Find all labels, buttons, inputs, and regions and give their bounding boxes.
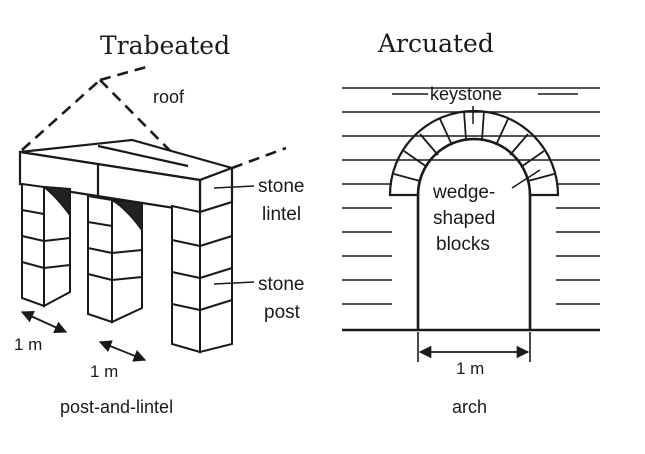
label-stone-lintel-1: stone <box>258 176 304 197</box>
dimension-arrow-left-1 <box>20 310 68 334</box>
label-wedge-2: shaped <box>433 208 495 229</box>
label-stone-lintel-2: lintel <box>262 204 301 225</box>
title-arcuated: Arcuated <box>377 29 494 58</box>
title-trabeated: Trabeated <box>100 31 230 60</box>
label-keystone: keystone <box>430 84 502 104</box>
stone-lintel <box>18 138 236 214</box>
label-dimension-right: 1 m <box>456 359 484 378</box>
caption-arch: arch <box>452 397 487 417</box>
stone-post-3 <box>171 200 233 354</box>
label-roof: roof <box>153 87 185 107</box>
lintel-pointer <box>213 185 255 189</box>
stone-post-2 <box>87 194 143 324</box>
label-wedge-1: wedge- <box>432 182 495 203</box>
wall-courses <box>342 87 600 305</box>
caption-post-and-lintel: post-and-lintel <box>60 397 173 417</box>
post-pointer <box>213 281 255 285</box>
wedge-pointer <box>511 169 541 189</box>
arch-drawing <box>342 87 600 362</box>
label-stone-post-2: post <box>264 302 301 323</box>
dimension-arrow-left-2 <box>98 340 147 362</box>
label-dimension-left-2: 1 m <box>90 362 118 381</box>
label-dimension-left-1: 1 m <box>14 335 42 354</box>
label-stone-post-1: stone <box>258 274 304 295</box>
wedge-shaped-blocks <box>393 110 555 182</box>
arch-opening <box>416 137 532 330</box>
post-and-lintel-drawing <box>18 64 287 362</box>
stone-post-1 <box>21 182 71 308</box>
label-wedge-3: blocks <box>436 234 490 255</box>
